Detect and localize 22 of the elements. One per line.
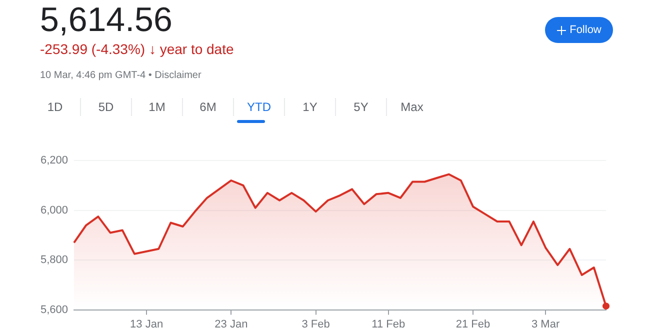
text: 5D — [80, 98, 131, 116]
chart-subtitle: -253.99 (-4.33%) ↓ year to date — [40, 41, 234, 57]
text: Follow — [570, 24, 602, 36]
y-tick-label: 5,800 — [40, 254, 68, 266]
text: 1M — [131, 98, 182, 116]
text: 6M — [182, 98, 233, 116]
x-tick-label: 21 Feb — [456, 318, 490, 330]
x-tick-label: 23 Jan — [214, 318, 248, 330]
x-tick-label: 3 Feb — [302, 318, 330, 330]
text: 10 Mar, 4:46 pm GMT-4 • Disclaimer — [40, 70, 202, 81]
chart-title: 5,614.56 — [40, 0, 172, 40]
text: YTD — [233, 98, 284, 116]
x-tick-label: 13 Jan — [130, 318, 164, 330]
text: 1Y — [284, 98, 335, 116]
text: Max — [386, 98, 437, 116]
y-tick-label: 5,600 — [40, 304, 68, 316]
text: 1D — [46, 99, 64, 116]
y-tick-label: 6,200 — [40, 154, 68, 167]
y-tick-label: 6,000 — [40, 204, 68, 216]
text: 5Y — [335, 98, 386, 116]
x-tick-label: 11 Feb — [372, 318, 406, 330]
x-tick-label: 3 Mar — [531, 318, 560, 330]
